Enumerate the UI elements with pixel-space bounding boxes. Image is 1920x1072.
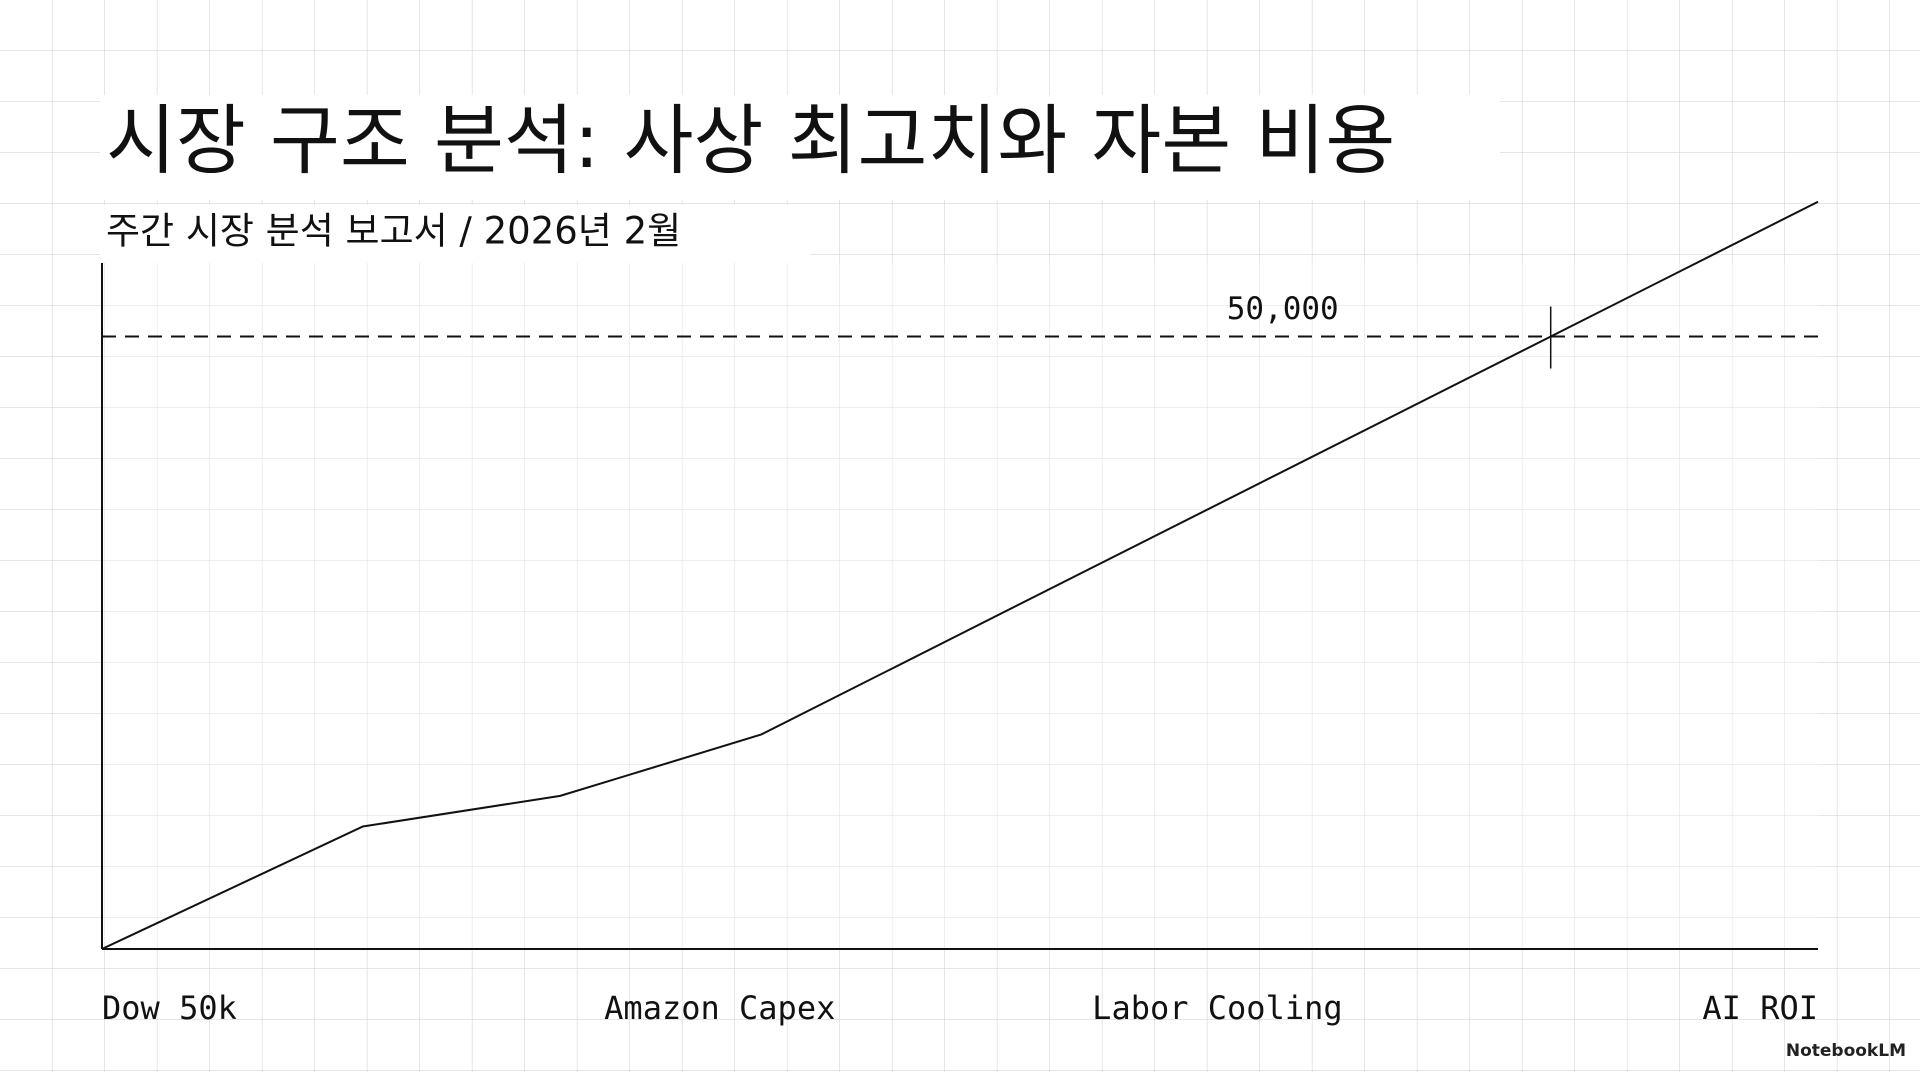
x-tick-label: Labor Cooling [1092,989,1342,1027]
data-line [101,200,1819,950]
title-backdrop [100,95,1500,200]
x-tick-label: AI ROI [1702,989,1818,1027]
chart-title: 시장 구조 분석: 사상 최고치와 자본 비용 [106,96,1395,185]
subtitle-backdrop [100,205,810,263]
plot-backdrop [102,263,1818,949]
chart-subtitle: 주간 시장 분석 보고서 / 2026년 2월 [106,210,681,253]
x-tick-label: Amazon Capex [604,989,835,1027]
brand: NotebookLM [1786,1041,1906,1061]
reference-label: 50,000 [1227,291,1339,327]
x-tick-label: Dow 50k [102,989,237,1027]
